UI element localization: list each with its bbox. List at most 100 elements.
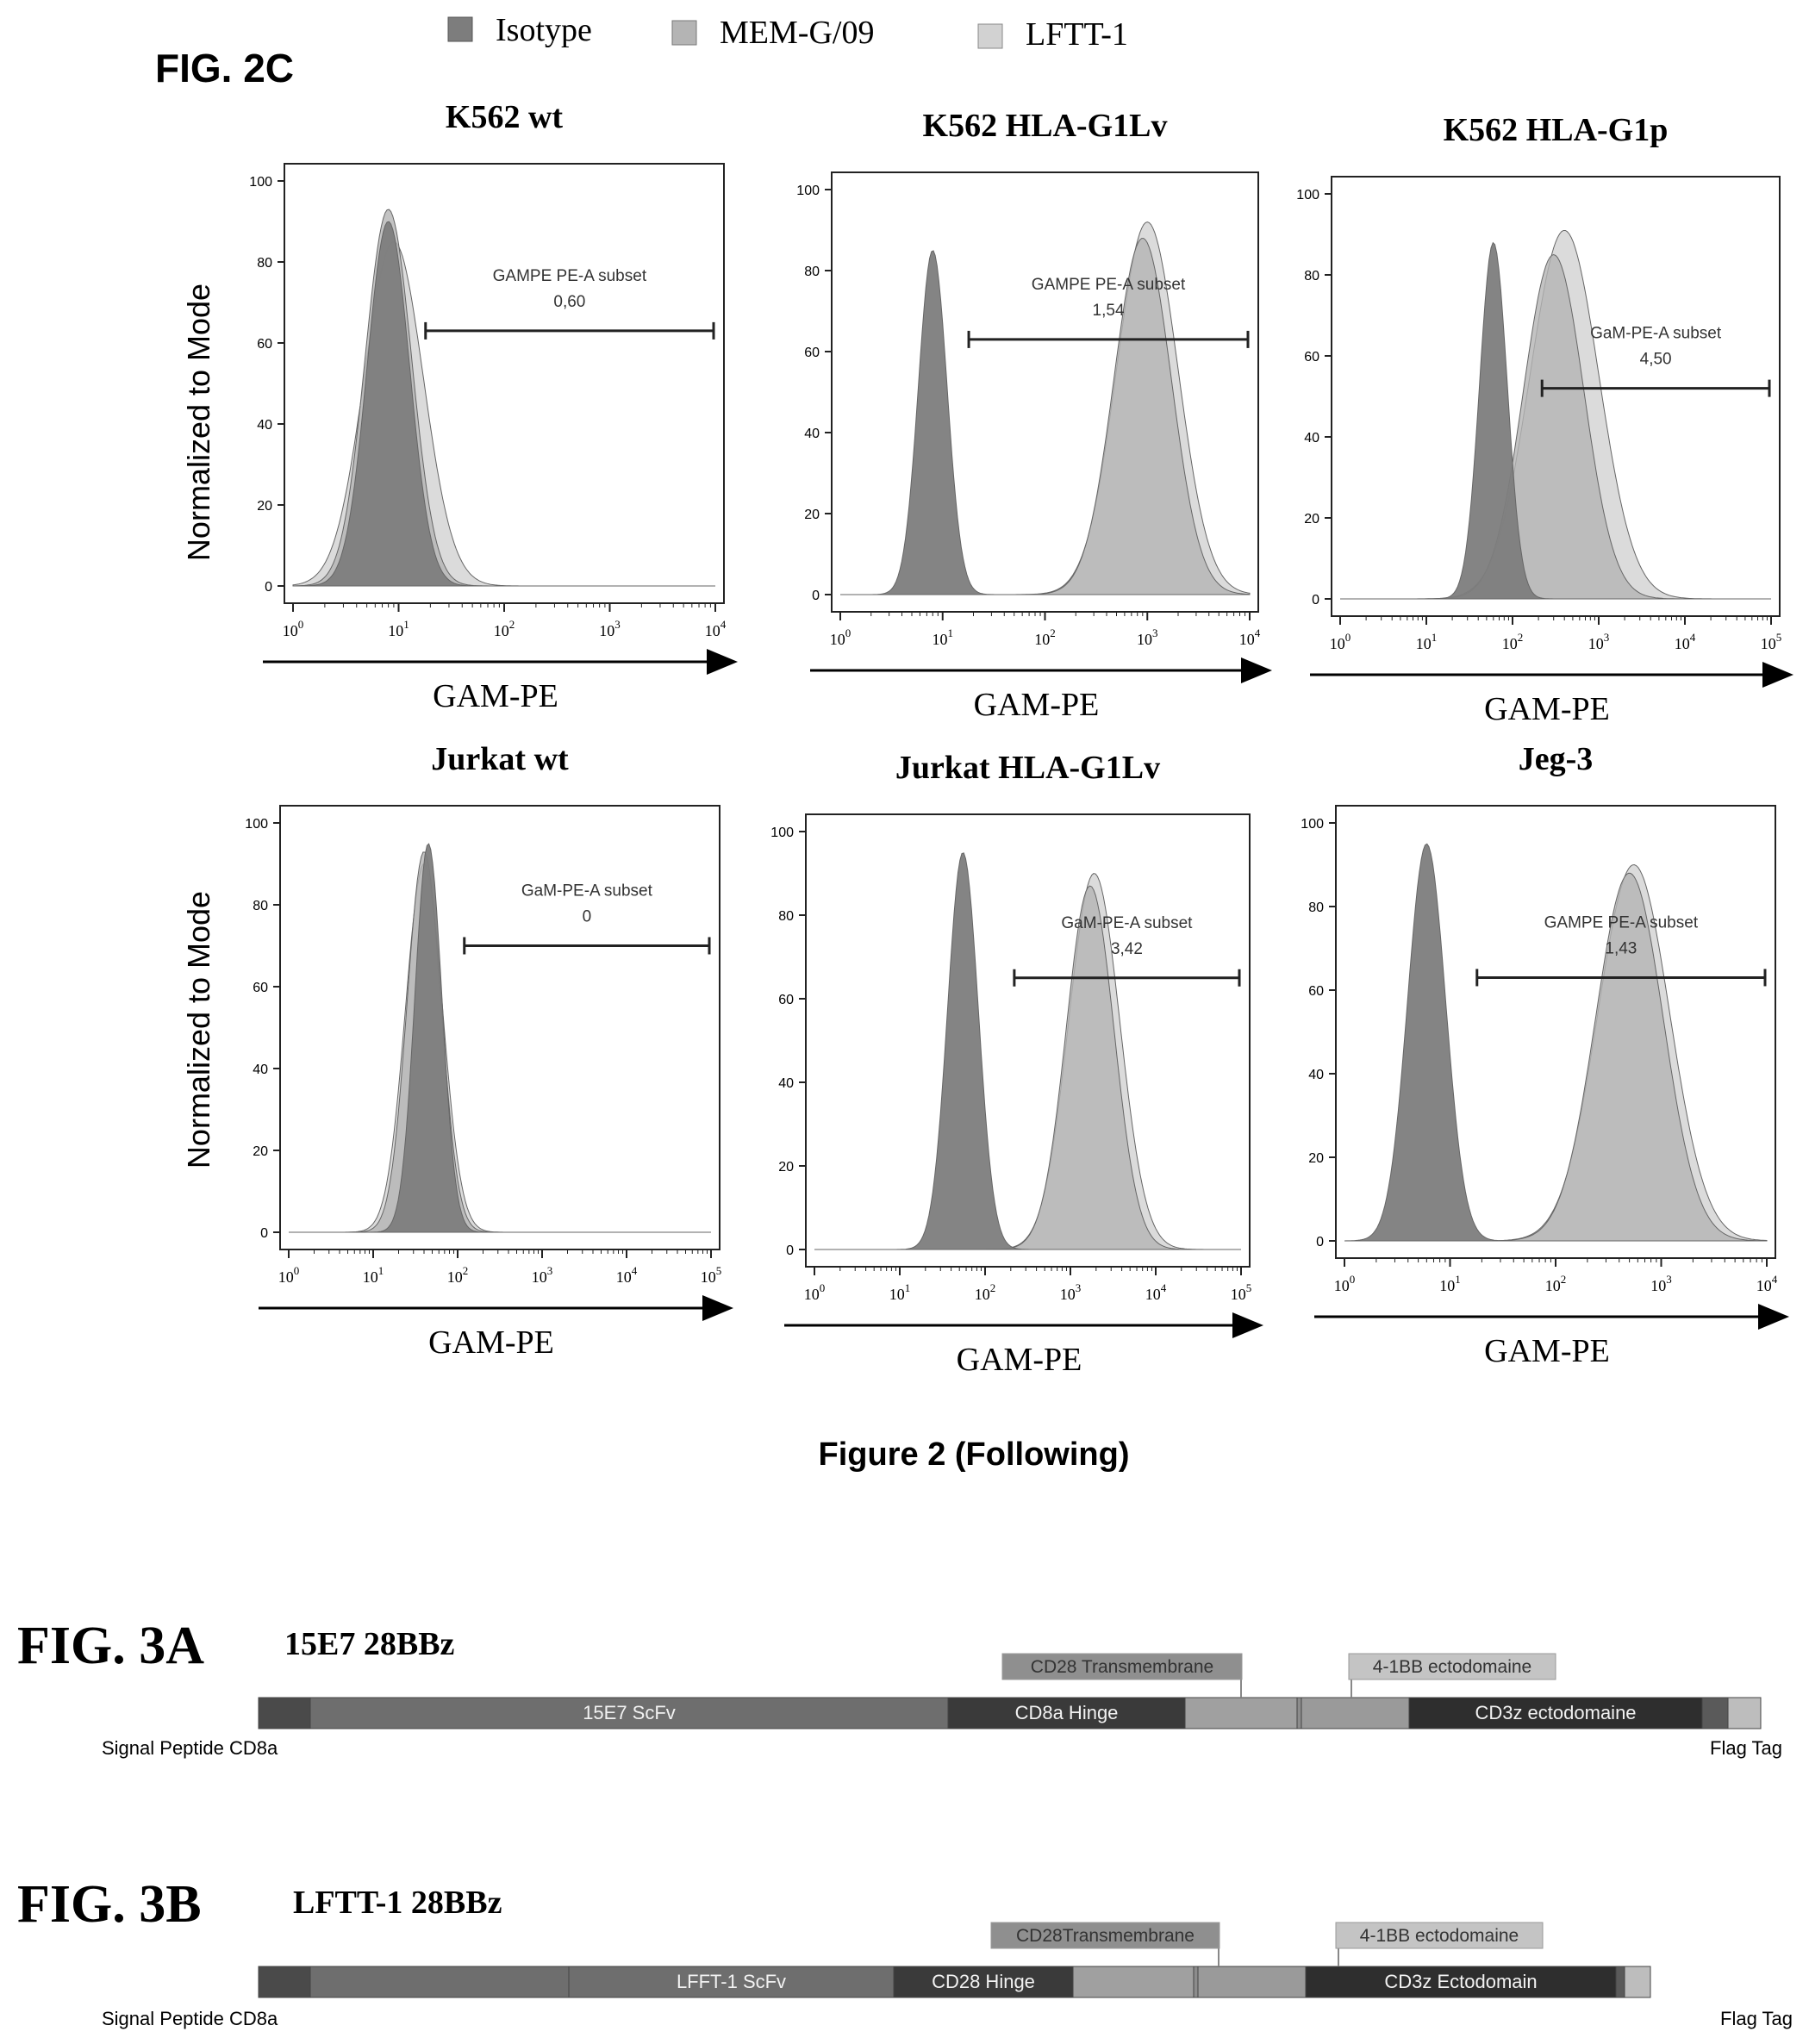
x-tick-label: 100: [1334, 1273, 1356, 1294]
segment-lfft-1-scfv: [568, 1966, 895, 1998]
x-tick-label: 100: [804, 1281, 826, 1303]
histogram-panel-k562-hla-g1lv: K562 HLA-G1Lv 0 20 40 60 80 100 100 101 102 103 104…: [796, 108, 1272, 723]
segment-label: CD28 Hinge: [932, 1971, 1035, 1992]
x-tick-label: 102: [494, 618, 515, 639]
y-tick-label: 60: [1304, 350, 1319, 365]
x-tick-label: 102: [1034, 626, 1056, 648]
fig-3b-construct-bar: LFFT-1 ScFv CD28 Hinge CD3z Ectodomain CD28…: [258, 1922, 1651, 1998]
y-tick-label: 20: [1308, 1151, 1324, 1166]
series-isotype: [293, 221, 715, 587]
segment-label: CD3z Ectodomain: [1384, 1971, 1537, 1992]
fig-3a-label: FIG. 3A: [17, 1617, 204, 1675]
gate-value: 4,50: [1640, 351, 1672, 369]
x-tick-label: 105: [1231, 1281, 1252, 1303]
y-tick-label: 100: [1296, 188, 1319, 203]
x-tick-label: 103: [599, 618, 621, 639]
x-tick-label: 100: [278, 1264, 300, 1286]
y-tick-label: 0: [786, 1243, 794, 1258]
legend-swatch-mem-g09: [671, 20, 697, 46]
y-tick-label: 100: [245, 817, 268, 832]
segment-part-7: [1701, 1697, 1729, 1729]
y-tick-label: 60: [778, 993, 794, 1007]
y-tick-label: 0: [260, 1226, 268, 1241]
callout-label: 4-1BB ectodomaine: [1373, 1657, 1531, 1677]
x-axis-label: GAM-PE: [433, 678, 558, 714]
segment-cd8a-hinge: [947, 1697, 1186, 1729]
y-tick-label: 40: [253, 1063, 268, 1077]
segment-part-4: [1072, 1966, 1195, 1998]
segment-part-0: [258, 1966, 311, 1998]
x-tick-label: 101: [1439, 1273, 1461, 1294]
x-tick-label: 104: [1675, 631, 1696, 652]
series-group: [814, 852, 1241, 1250]
callout-box-cd28-transmembrane: [1001, 1653, 1243, 1680]
series-isotype: [289, 843, 711, 1233]
callout-box-4-1bb-ectodomaine: [1335, 1922, 1544, 1949]
segment-part-3: [1184, 1697, 1298, 1729]
x-tick-label: 103: [1137, 626, 1158, 648]
y-tick-label: 80: [1304, 269, 1319, 284]
y-tick-label: 80: [778, 909, 794, 924]
histogram-panel-k562-wt: K562 wt 0 20 40 60 80 100 100 101 102 103 104 GAMPE …: [249, 99, 738, 714]
fig-2c-label: FIG. 2C: [155, 46, 294, 90]
x-tick-label: 104: [1145, 1281, 1167, 1303]
segment-part-8: [1615, 1966, 1625, 1998]
gate-value: 0,60: [553, 293, 585, 311]
x-tick-label: 103: [1650, 1273, 1672, 1294]
segment-part-8: [1727, 1697, 1762, 1729]
series-mem-g-09: [1340, 253, 1771, 600]
x-tick-label: 103: [532, 1264, 553, 1286]
gate-label: GAMPE PE-A subset: [493, 267, 647, 285]
y-tick-label: 60: [253, 981, 268, 995]
x-axis-label: GAM-PE: [1484, 1333, 1610, 1369]
y-tick-label: 40: [804, 427, 820, 441]
series-lftt-1: [289, 863, 711, 1233]
callout-box-4-1bb-ectodomaine: [1348, 1653, 1556, 1680]
series-mem-g-09: [289, 851, 711, 1233]
legend-swatch-isotype: [447, 16, 473, 42]
series-isotype: [1340, 241, 1771, 600]
series-isotype: [840, 250, 1250, 595]
panel-title: Jurkat wt: [431, 741, 569, 777]
segment-part-5: [1193, 1966, 1199, 1998]
x-tick-label: 100: [1330, 631, 1351, 652]
callout-label: CD28Transmembrane: [1016, 1926, 1195, 1946]
legend-label-lftt-1: LFTT-1: [1026, 16, 1128, 53]
series-group: [292, 209, 715, 587]
y-tick-label: 60: [1308, 984, 1324, 999]
y-tick-label: 80: [257, 256, 272, 271]
gate-label: GAMPE PE-A subset: [1032, 276, 1186, 294]
gate-label: GaM-PE-A subset: [521, 882, 653, 900]
y-tick-label: 80: [253, 899, 268, 913]
y-tick-label: 60: [257, 337, 272, 352]
y-tick-label: 100: [796, 184, 820, 198]
segment-part-1: [309, 1966, 570, 1998]
y-tick-label: 100: [770, 826, 794, 840]
segment-part-5: [1301, 1697, 1410, 1729]
segment-part-4: [1296, 1697, 1302, 1729]
x-tick-label: 104: [616, 1264, 638, 1286]
gate-value: 3,42: [1111, 940, 1143, 958]
y-axis-label-top: Normalized to Mode: [181, 284, 216, 561]
series-group: [289, 843, 711, 1233]
x-tick-label: 102: [447, 1264, 469, 1286]
series-isotype: [814, 852, 1241, 1250]
y-tick-label: 20: [778, 1160, 794, 1175]
fig-3a-flag-tag-label: Flag Tag: [1710, 1737, 1782, 1759]
callout-box-cd28transmembrane: [990, 1922, 1220, 1949]
callout-label: CD28 Transmembrane: [1031, 1657, 1213, 1677]
gate-value: 1,43: [1605, 939, 1637, 957]
y-axis-label-bottom: Normalized to Mode: [181, 891, 216, 1168]
segment-label: LFFT-1 ScFv: [677, 1971, 786, 1992]
x-tick-label: 103: [1060, 1281, 1082, 1303]
y-tick-label: 100: [1301, 817, 1324, 832]
histogram-panel-jurkat-wt: Jurkat wt 0 20 40 60 80 100 100 101 102 103 104 105 G…: [245, 741, 733, 1361]
y-tick-label: 40: [778, 1076, 794, 1091]
x-tick-label: 101: [933, 626, 954, 648]
fig-3b-construct-name: LFTT-1 28BBz: [293, 1885, 502, 1921]
segment-label: CD8a Hinge: [1015, 1702, 1119, 1723]
histogram-panel-jurkat-hla-g1lv: Jurkat HLA-G1Lv 0 20 40 60 80 100 100 101 102 103 1…: [770, 750, 1263, 1378]
fig-3a-construct-name: 15E7 28BBz: [284, 1626, 455, 1662]
series-group: [1344, 843, 1768, 1242]
y-tick-label: 80: [1308, 900, 1324, 915]
